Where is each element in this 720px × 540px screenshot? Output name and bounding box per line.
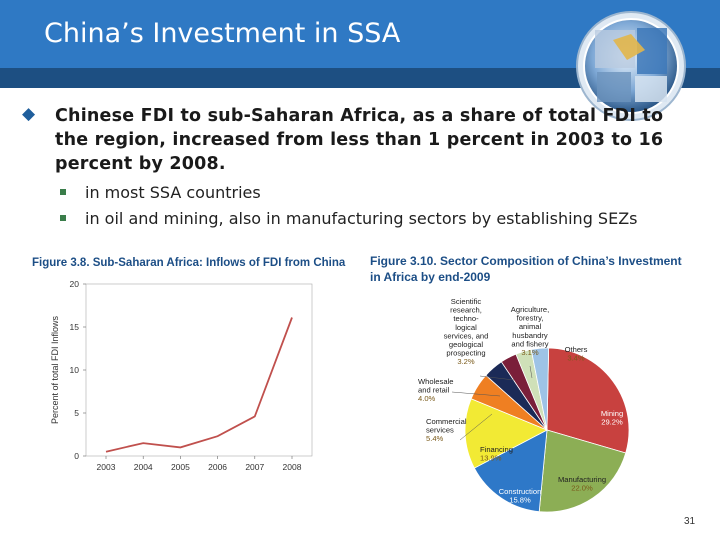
pie-label-text: forestry, [517,314,544,323]
x-tick-label: 2006 [208,462,227,472]
pie-leader-line [479,375,515,381]
x-tick-label: 2004 [134,462,153,472]
pie-label-text: techno- [453,314,479,323]
pie-value-label: 4.0% [418,394,436,403]
pie-leader-line [529,365,533,379]
sub-bullet-2-text: in oil and mining, also in manufacturing… [85,209,638,228]
x-tick-label: 2005 [171,462,190,472]
y-tick-label: 15 [70,322,80,332]
pie-label-text: Financing [480,445,513,454]
slide-title: China’s Investment in SSA [44,18,401,49]
pie-label-text: Mining [601,409,623,418]
pie-label-text: Scientific [451,297,482,306]
pie-label-text: Wholesale [418,377,453,386]
page-number: 31 [684,516,696,527]
line-chart: 0 5 10 15 20 2003 2004 2005 2006 2007 2008 Percent… [50,279,313,472]
pie-label-text: and fishery [511,339,548,348]
fdi-series-line [105,317,293,453]
pie-label-text: husbandry [512,331,548,340]
pie-label-text: services [426,426,454,435]
pie-label-text: geological [449,340,484,349]
y-axis-label: Percent of total FDI Inflows [50,315,60,424]
sub-bullet-1-text: in most SSA countries [85,183,261,202]
x-tick-label: 2007 [245,462,264,472]
pie-label-text: research, [450,306,482,315]
y-tick-label: 10 [70,365,80,375]
pie-leader-line [459,413,493,441]
pie-value-label: 5.4% [426,434,444,443]
pie-label-text: Construction [499,487,542,496]
pie-slice-others [530,347,550,431]
pie-label-text: Agriculture, [511,305,549,314]
square-bullet-icon [60,188,66,195]
pie-value-label: 3.4% [567,354,585,363]
sub-bullet-1: in most SSA countries [60,182,261,203]
pie-label-text: and retail [418,386,450,395]
pie-label-text: Commercial [426,417,467,426]
pie-value-label: 13.9% [480,454,502,463]
diamond-bullet-icon: ◆ [22,104,36,124]
main-bullet-text: Chinese FDI to sub-Saharan Africa, as a … [55,106,664,174]
x-tick-label: 2003 [97,462,116,472]
pie-value-label: 29.2% [601,418,623,427]
pie-leader-line [451,391,501,397]
pie-label-text: Manufacturing [558,475,606,484]
pie-label-text: services, and [444,331,489,340]
y-tick-label: 20 [70,279,80,289]
pie-slice-construction [473,429,548,513]
y-tick-label: 0 [74,451,79,461]
y-tick-label: 5 [74,408,79,418]
pie-value-label: 3.2% [457,357,475,366]
pie-label-text: animal [519,322,542,331]
pie-label-text: prospecting [446,349,485,358]
square-bullet-icon [60,214,66,221]
x-tick-label: 2008 [283,462,302,472]
pie-chart-title: Figure 3.10. Sector Composition of China… [370,254,682,284]
pie-value-label: 3.1% [521,348,539,357]
title-band [0,68,720,88]
globe-emblem-icon [576,11,686,121]
pie-slice-manufacturing [538,429,627,513]
sub-bullet-2: in oil and mining, also in manufacturing… [60,208,638,229]
pie-label-text: Others [565,345,588,354]
line-chart-frame [85,283,313,457]
pie-value-label: 15.8% [509,496,531,505]
pie-value-label: 22.0% [571,484,593,493]
pie-slice-mining [546,347,630,454]
pie-label-text: logical [455,323,477,332]
line-chart-title: Figure 3.8. Sub-Saharan Africa: Inflows … [32,257,346,269]
pie-slice-financing [464,398,548,469]
